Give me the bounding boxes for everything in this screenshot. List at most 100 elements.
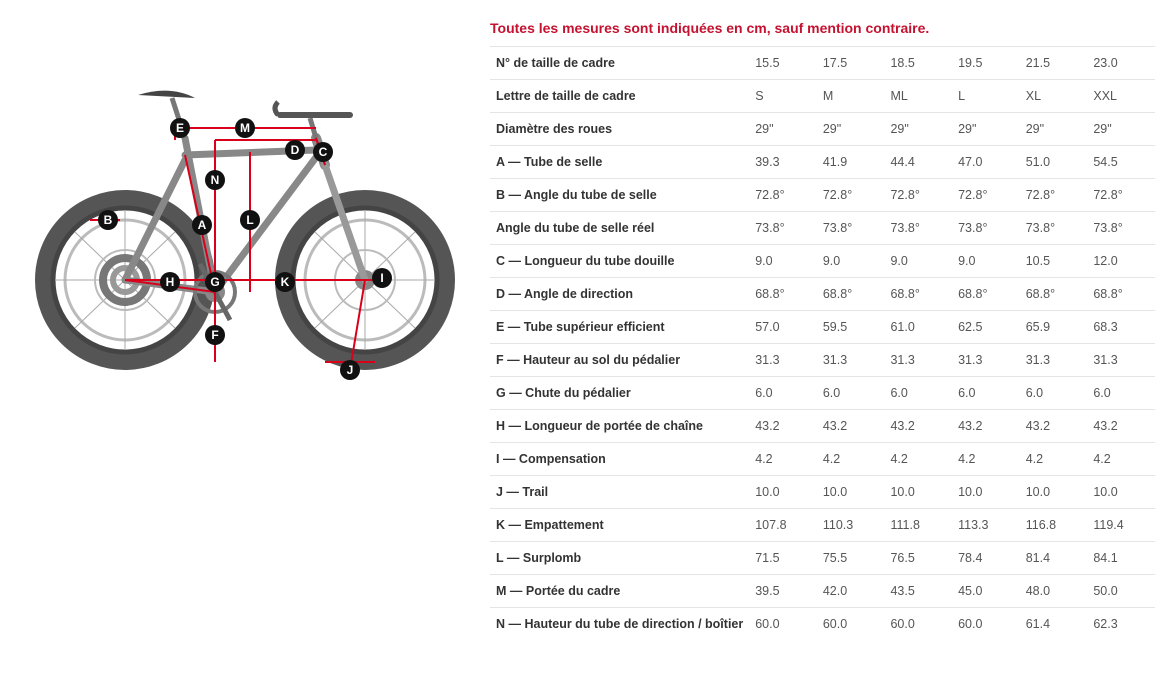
svg-text:G: G: [210, 275, 219, 289]
row-value: 9.0: [952, 245, 1020, 278]
row-label: Diamètre des roues: [490, 113, 749, 146]
row-value: 61.0: [884, 311, 952, 344]
row-value: 71.5: [749, 542, 817, 575]
row-value: 51.0: [1020, 146, 1088, 179]
row-value: 110.3: [817, 509, 885, 542]
row-value: 113.3: [952, 509, 1020, 542]
table-row: Angle du tube de selle réel73.8°73.8°73.…: [490, 212, 1155, 245]
table-row: M — Portée du cadre39.542.043.545.048.05…: [490, 575, 1155, 608]
row-value: 57.0: [749, 311, 817, 344]
row-value: M: [817, 80, 885, 113]
row-value: 31.3: [817, 344, 885, 377]
row-value: 9.0: [817, 245, 885, 278]
row-value: 60.0: [817, 608, 885, 641]
table-row: K — Empattement107.8110.3111.8113.3116.8…: [490, 509, 1155, 542]
table-row: E — Tube supérieur efficient57.059.561.0…: [490, 311, 1155, 344]
row-value: 21.5: [1020, 47, 1088, 80]
row-value: 72.8°: [1087, 179, 1155, 212]
row-value: 4.2: [1087, 443, 1155, 476]
row-value: 68.8°: [749, 278, 817, 311]
row-value: 4.2: [952, 443, 1020, 476]
row-label: F — Hauteur au sol du pédalier: [490, 344, 749, 377]
row-value: 119.4: [1087, 509, 1155, 542]
table-row: B — Angle du tube de selle72.8°72.8°72.8…: [490, 179, 1155, 212]
row-value: 61.4: [1020, 608, 1088, 641]
table-row: I — Compensation4.24.24.24.24.24.2: [490, 443, 1155, 476]
row-value: 76.5: [884, 542, 952, 575]
row-value: 62.3: [1087, 608, 1155, 641]
row-label: K — Empattement: [490, 509, 749, 542]
row-label: J — Trail: [490, 476, 749, 509]
table-row: Lettre de taille de cadreSMMLLXLXXL: [490, 80, 1155, 113]
row-value: 68.8°: [1020, 278, 1088, 311]
row-value: ML: [884, 80, 952, 113]
row-label: H — Longueur de portée de chaîne: [490, 410, 749, 443]
table-row: D — Angle de direction68.8°68.8°68.8°68.…: [490, 278, 1155, 311]
svg-text:H: H: [166, 275, 175, 289]
row-value: 60.0: [749, 608, 817, 641]
row-value: 73.8°: [884, 212, 952, 245]
row-value: 43.2: [817, 410, 885, 443]
row-value: 81.4: [1020, 542, 1088, 575]
row-value: 72.8°: [952, 179, 1020, 212]
row-value: 6.0: [1087, 377, 1155, 410]
row-label: G — Chute du pédalier: [490, 377, 749, 410]
row-label: D — Angle de direction: [490, 278, 749, 311]
row-value: 60.0: [884, 608, 952, 641]
row-value: 39.3: [749, 146, 817, 179]
row-value: 68.8°: [884, 278, 952, 311]
row-value: 10.5: [1020, 245, 1088, 278]
svg-text:F: F: [211, 328, 218, 342]
table-row: J — Trail10.010.010.010.010.010.0: [490, 476, 1155, 509]
row-value: 73.8°: [817, 212, 885, 245]
row-value: 6.0: [1020, 377, 1088, 410]
row-value: 10.0: [884, 476, 952, 509]
row-value: 29": [749, 113, 817, 146]
row-value: 68.8°: [817, 278, 885, 311]
svg-text:D: D: [291, 143, 300, 157]
row-value: 23.0: [1087, 47, 1155, 80]
row-label: A — Tube de selle: [490, 146, 749, 179]
row-label: L — Surplomb: [490, 542, 749, 575]
geometry-layout: A B C D E F G H I J K L M N Toutes les m…: [20, 20, 1155, 640]
svg-text:K: K: [281, 275, 290, 289]
row-value: 42.0: [817, 575, 885, 608]
row-label: M — Portée du cadre: [490, 575, 749, 608]
row-value: 78.4: [952, 542, 1020, 575]
row-value: 31.3: [1020, 344, 1088, 377]
svg-text:J: J: [347, 363, 354, 377]
row-value: 29": [1020, 113, 1088, 146]
row-value: 68.3: [1087, 311, 1155, 344]
row-value: XXL: [1087, 80, 1155, 113]
row-value: 116.8: [1020, 509, 1088, 542]
svg-text:L: L: [246, 213, 253, 227]
table-row: F — Hauteur au sol du pédalier31.331.331…: [490, 344, 1155, 377]
row-value: 19.5: [952, 47, 1020, 80]
svg-text:E: E: [176, 121, 184, 135]
row-value: 18.5: [884, 47, 952, 80]
row-value: 111.8: [884, 509, 952, 542]
svg-text:N: N: [211, 173, 220, 187]
row-value: 73.8°: [952, 212, 1020, 245]
row-value: 29": [952, 113, 1020, 146]
measurement-lines: [90, 120, 385, 370]
row-value: 65.9: [1020, 311, 1088, 344]
row-value: 43.2: [1087, 410, 1155, 443]
table-row: H — Longueur de portée de chaîne 43.2 43.2…: [490, 410, 1155, 443]
row-value: 29": [817, 113, 885, 146]
row-label: I — Compensation: [490, 443, 749, 476]
bike-diagram: A B C D E F G H I J K L M N: [20, 20, 460, 395]
row-value: 48.0: [1020, 575, 1088, 608]
row-value: 47.0: [952, 146, 1020, 179]
row-value: 4.2: [817, 443, 885, 476]
row-value: 73.8°: [749, 212, 817, 245]
table-row: Diamètre des roues29"29"29"29"29"29": [490, 113, 1155, 146]
svg-text:A: A: [198, 218, 207, 232]
row-value: 62.5: [952, 311, 1020, 344]
svg-text:B: B: [104, 213, 113, 227]
row-value: S: [749, 80, 817, 113]
row-value: 9.0: [749, 245, 817, 278]
row-label: C — Longueur du tube douille: [490, 245, 749, 278]
row-value: 10.0: [749, 476, 817, 509]
row-value: 59.5: [817, 311, 885, 344]
